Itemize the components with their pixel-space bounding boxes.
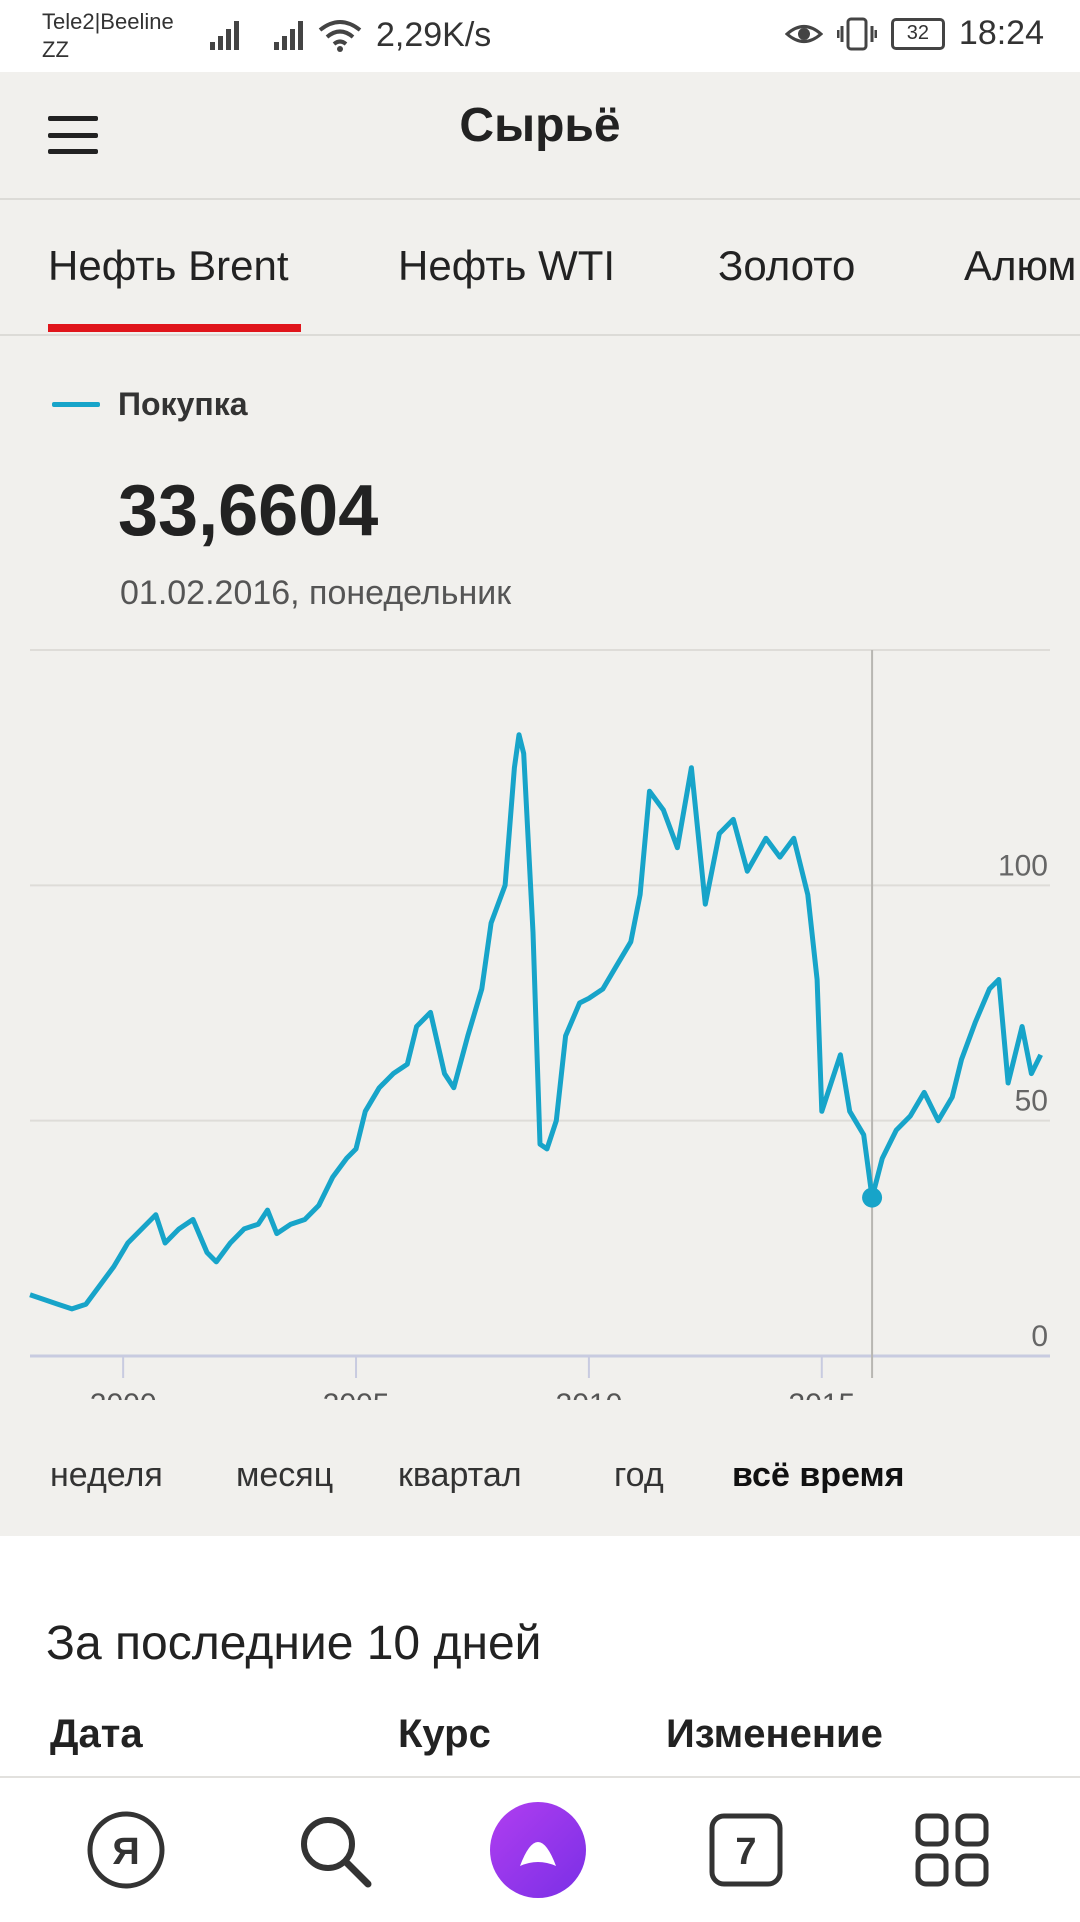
tabs-button[interactable]: 7	[704, 1808, 788, 1892]
chart-legend: Покупка	[52, 386, 248, 423]
y-tick-label: 50	[1015, 1085, 1048, 1118]
card-title: За последние 10 дней	[46, 1617, 542, 1670]
carrier-1: Tele2|Beeline	[42, 9, 174, 34]
alice-button[interactable]	[486, 1798, 590, 1902]
status-bar: Tele2|Beeline ZZ 2,29K/s 32 18:24	[0, 0, 1080, 72]
period-quarter[interactable]: квартал	[398, 1456, 522, 1494]
x-tick-label: 2010	[556, 1388, 623, 1400]
page-title: Сырьё	[459, 99, 621, 152]
period-all-time[interactable]: всё время	[732, 1456, 905, 1494]
carrier-2: ZZ	[42, 37, 69, 62]
signal-icon	[210, 21, 239, 50]
series-line	[29, 732, 1043, 1312]
menu-icon-line	[48, 132, 98, 138]
last-10-days-card: За последние 10 дней Дата Курс Изменение	[0, 1536, 1080, 1776]
grid-icon	[915, 1813, 989, 1887]
legend-label: Покупка	[118, 386, 248, 422]
y-tick-label: 100	[998, 849, 1048, 882]
selected-date: 01.02.2016, понедельник	[120, 574, 512, 612]
clock: 18:24	[958, 14, 1044, 52]
network-speed: 2,29K/s	[376, 16, 492, 54]
tabs-count: 7	[735, 1831, 756, 1873]
yandex-icon-text: Я	[112, 1831, 139, 1873]
menu-button[interactable]	[48, 116, 98, 154]
search-button[interactable]	[292, 1808, 376, 1892]
x-tick-label: 2005	[323, 1388, 390, 1400]
selected-point-marker	[862, 1187, 883, 1208]
legend-swatch	[52, 402, 100, 407]
carrier-label: Tele2|Beeline ZZ	[42, 8, 174, 64]
tab-gold[interactable]: Золото	[718, 242, 856, 289]
wifi-icon	[318, 20, 362, 52]
active-tab-indicator	[48, 324, 301, 332]
bottom-nav: Я 7	[0, 1776, 1080, 1922]
tab-aluminium[interactable]: Алюм	[964, 242, 1077, 289]
signal-icon-2	[274, 21, 303, 50]
column-rate: Курс	[398, 1712, 491, 1756]
battery-level: 32	[906, 22, 930, 44]
price-chart[interactable]: 0 50 100 2000 2005 2010 2015	[0, 640, 1080, 1400]
eye-icon	[784, 24, 823, 43]
alice-icon	[490, 1802, 586, 1898]
x-tick-label: 2015	[788, 1388, 855, 1400]
column-date: Дата	[50, 1712, 143, 1756]
yandex-button[interactable]: Я	[84, 1808, 168, 1892]
menu-icon-line	[48, 149, 98, 154]
yandex-icon: Я	[87, 1811, 165, 1889]
battery-icon: 32	[890, 17, 945, 50]
vibrate-icon	[836, 17, 877, 50]
search-icon	[301, 1817, 372, 1888]
tab-wti[interactable]: Нефть WTI	[398, 242, 616, 289]
period-year[interactable]: год	[614, 1456, 664, 1494]
menu-icon	[48, 116, 98, 121]
commodity-tabs: Нефть Brent Нефть WTI Золото Алюм	[0, 200, 1080, 336]
app-bar: Сырьё	[0, 72, 1080, 200]
period-week[interactable]: неделя	[50, 1456, 163, 1494]
column-change: Изменение	[666, 1712, 883, 1756]
y-tick-label: 0	[1031, 1320, 1048, 1353]
tabs-icon: 7	[709, 1813, 783, 1887]
status-right: 32 18:24	[784, 14, 1044, 53]
selected-value: 33,6604	[118, 471, 379, 551]
period-month[interactable]: месяц	[236, 1456, 334, 1494]
tab-brent[interactable]: Нефть Brent	[48, 242, 289, 289]
x-tick-label: 2000	[90, 1388, 157, 1400]
services-button[interactable]	[910, 1808, 994, 1892]
